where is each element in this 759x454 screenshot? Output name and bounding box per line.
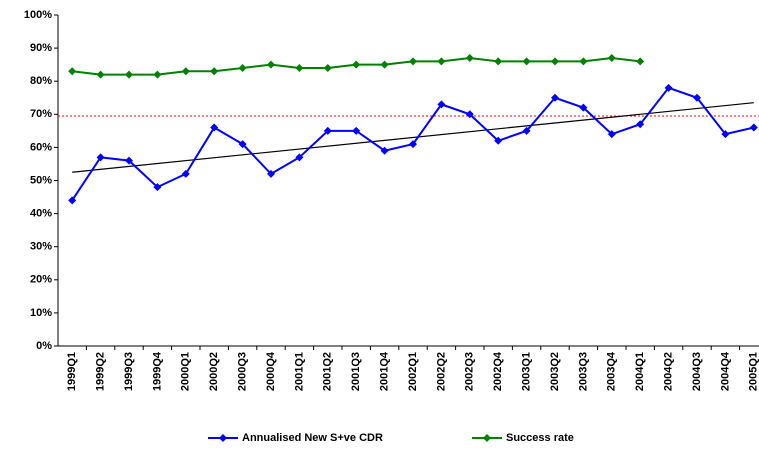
x-tick-label: 2003Q2	[549, 352, 561, 391]
marker	[522, 57, 531, 66]
y-tick-label: 30%	[30, 241, 52, 253]
marker	[352, 60, 361, 69]
marker	[465, 110, 474, 119]
marker	[409, 140, 417, 149]
trend-line	[72, 102, 754, 173]
marker	[238, 140, 247, 149]
x-tick-label: 2001Q2	[322, 352, 334, 391]
legend-marker	[483, 434, 491, 442]
marker	[68, 196, 77, 205]
marker	[323, 63, 332, 72]
marker	[267, 169, 275, 178]
marker	[323, 126, 332, 135]
y-tick-label: 70%	[30, 108, 52, 120]
y-tick-label: 40%	[30, 208, 52, 220]
marker	[267, 60, 275, 69]
y-tick-label: 90%	[30, 42, 52, 54]
marker	[409, 57, 417, 66]
y-tick-label: 10%	[30, 307, 52, 319]
x-tick-label: 1999Q3	[123, 352, 135, 391]
marker	[579, 57, 588, 66]
x-tick-label: 2004Q3	[691, 352, 703, 391]
marker	[68, 67, 77, 76]
x-tick-label: 1999Q4	[151, 351, 163, 391]
legend-marker	[219, 434, 227, 442]
marker	[238, 63, 247, 72]
y-tick-label: 100%	[24, 9, 52, 21]
y-tick-label: 20%	[30, 274, 52, 286]
marker	[551, 93, 559, 102]
marker	[579, 103, 588, 112]
marker	[607, 54, 616, 63]
marker	[636, 120, 645, 129]
marker	[153, 183, 162, 192]
x-tick-label: 2000Q3	[237, 352, 249, 391]
x-tick-label: 2002Q1	[407, 352, 419, 391]
marker	[380, 146, 389, 155]
x-tick-label: 2001Q3	[350, 352, 362, 391]
x-tick-label: 2002Q2	[435, 352, 447, 391]
x-tick-label: 2001Q4	[379, 351, 391, 391]
legend-label: Annualised New S+ve CDR	[242, 432, 383, 444]
marker	[494, 57, 503, 66]
y-tick-label: 0%	[36, 340, 52, 352]
marker	[465, 54, 474, 63]
y-tick-label: 60%	[30, 141, 52, 153]
x-tick-label: 2003Q4	[606, 351, 618, 391]
marker	[749, 123, 758, 132]
x-tick-label: 2005Q1	[748, 352, 759, 391]
marker	[522, 126, 531, 135]
marker	[181, 169, 190, 178]
marker	[693, 93, 701, 102]
x-tick-label: 1999Q1	[66, 352, 78, 391]
marker	[437, 57, 446, 66]
x-tick-label: 2000Q2	[208, 352, 220, 391]
marker	[125, 156, 133, 165]
x-tick-label: 2004Q1	[634, 352, 646, 391]
x-tick-label: 2004Q4	[719, 351, 731, 391]
x-tick-label: 2002Q4	[492, 351, 504, 391]
marker	[210, 123, 219, 132]
x-tick-label: 2003Q3	[577, 352, 589, 391]
marker	[295, 63, 304, 72]
legend-label: Success rate	[506, 432, 574, 444]
x-tick-label: 2004Q2	[663, 352, 675, 391]
marker	[721, 130, 730, 139]
x-tick-label: 2000Q1	[180, 352, 192, 391]
marker	[210, 67, 219, 76]
marker	[181, 67, 190, 76]
marker	[551, 57, 559, 66]
x-tick-label: 2001Q1	[293, 352, 305, 391]
x-tick-label: 1999Q2	[95, 352, 107, 391]
marker	[295, 153, 304, 162]
marker	[494, 136, 503, 145]
marker	[607, 130, 616, 139]
marker	[352, 126, 361, 135]
marker	[96, 70, 105, 79]
x-tick-label: 2002Q3	[464, 352, 476, 391]
marker	[125, 70, 133, 79]
marker	[437, 100, 446, 109]
marker	[153, 70, 162, 79]
y-tick-label: 50%	[30, 174, 52, 186]
x-tick-label: 2000Q4	[265, 351, 277, 391]
marker	[636, 57, 645, 66]
marker	[380, 60, 389, 69]
y-tick-label: 80%	[30, 75, 52, 87]
x-tick-label: 2003Q1	[521, 352, 533, 391]
marker	[96, 153, 105, 162]
marker	[664, 83, 673, 92]
